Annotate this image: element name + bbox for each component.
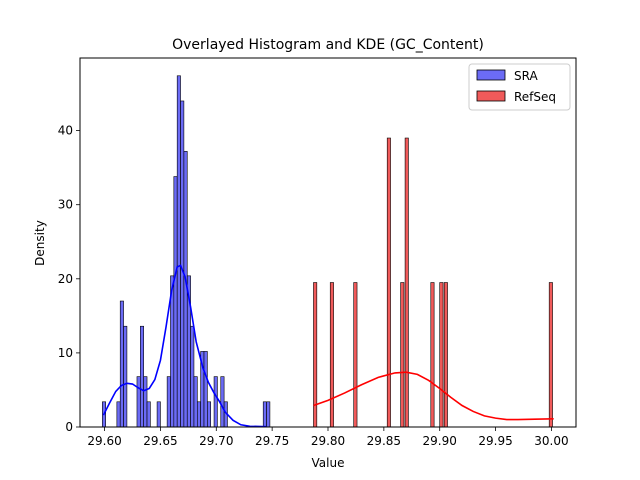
sra-bar-7 xyxy=(146,401,151,428)
refseq-bar-9 xyxy=(548,282,553,428)
y-tick-label: 0 xyxy=(65,420,73,434)
y-tick-label: 30 xyxy=(58,198,73,212)
sra-bar-6 xyxy=(143,376,148,428)
legend-label-sra: SRA xyxy=(514,69,538,83)
refseq-bar-8 xyxy=(443,282,448,428)
sra-bar-9 xyxy=(166,376,171,428)
refseq-bar-7 xyxy=(439,282,444,428)
x-tick-label: 29.90 xyxy=(423,434,457,448)
x-tick-label: 29.70 xyxy=(199,434,233,448)
refseq-bar-6 xyxy=(430,282,435,428)
legend-label-refseq: RefSeq xyxy=(514,90,556,104)
x-tick-label: 29.95 xyxy=(478,434,512,448)
x-tick-label: 29.80 xyxy=(311,434,345,448)
sra-bar-21 xyxy=(207,401,212,428)
sra-bar-11 xyxy=(173,176,178,428)
legend-swatch-sra xyxy=(476,69,506,81)
sra-bar-16 xyxy=(190,325,195,428)
y-tick-label: 10 xyxy=(58,346,73,360)
x-tick-label: 29.85 xyxy=(367,434,401,448)
sra-bar-1 xyxy=(116,401,121,428)
x-tick-label: 29.75 xyxy=(255,434,289,448)
sra-bar-5 xyxy=(140,325,144,428)
x-axis-label: Value xyxy=(312,456,345,470)
sra-kde-line xyxy=(102,264,267,428)
refseq-bar-3 xyxy=(386,137,391,428)
refseq-kde-line xyxy=(313,371,554,421)
refseq-bar-5 xyxy=(404,137,409,428)
sra-bar-20 xyxy=(203,351,208,428)
refseq-bar-4 xyxy=(400,282,405,428)
y-tick-label: 40 xyxy=(58,124,73,138)
sra-bar-17 xyxy=(193,376,198,428)
sra-bar-22 xyxy=(213,376,218,428)
y-tick-label: 20 xyxy=(58,272,73,286)
sra-bar-2 xyxy=(119,300,124,428)
plot-frame xyxy=(79,57,577,428)
x-tick-label: 30.00 xyxy=(534,434,568,448)
refseq-bar-1 xyxy=(329,282,334,428)
sra-bar-4 xyxy=(136,376,141,428)
sra-bar-26 xyxy=(266,401,271,428)
sra-bar-3 xyxy=(123,325,128,428)
refseq-bar-2 xyxy=(353,282,358,428)
x-axis: 29.60 29.65 29.70 29.75 29.80 29.85 29.90 29.95… xyxy=(87,427,569,448)
sra-bar-23 xyxy=(220,376,225,428)
y-axis: 0 10 20 30 40 xyxy=(58,124,80,434)
sra-bar-13 xyxy=(180,100,185,428)
legend-swatch-refseq xyxy=(476,90,506,102)
sra-bar-12 xyxy=(176,75,181,428)
y-axis-label: Density xyxy=(33,220,47,266)
legend: SRA RefSeq xyxy=(468,63,571,111)
sra-bar-18 xyxy=(196,401,201,428)
sra-bar-25 xyxy=(262,401,267,428)
x-tick-label: 29.60 xyxy=(87,434,121,448)
chart-title: Overlayed Histogram and KDE (GC_Content) xyxy=(172,37,484,53)
sra-bar-8 xyxy=(156,401,161,428)
x-tick-label: 29.65 xyxy=(143,434,177,448)
